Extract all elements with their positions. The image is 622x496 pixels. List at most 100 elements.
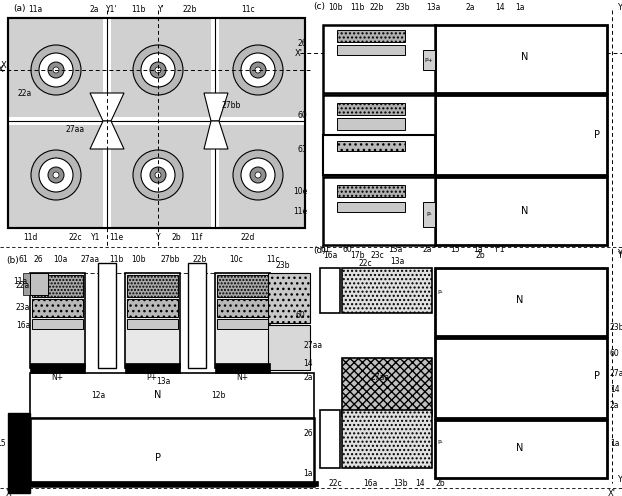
- Text: 1a: 1a: [515, 2, 525, 11]
- Bar: [30, 273, 85, 368]
- Text: (c): (c): [313, 2, 325, 11]
- Bar: [103, 18, 111, 228]
- Text: 27aa: 27aa: [80, 255, 100, 264]
- Text: N: N: [521, 52, 529, 62]
- Circle shape: [233, 45, 283, 95]
- Text: 2a: 2a: [303, 373, 312, 382]
- Text: 1a: 1a: [304, 469, 313, 478]
- Bar: [217, 299, 268, 317]
- Text: 22a: 22a: [16, 281, 30, 290]
- Text: 23a: 23a: [16, 304, 30, 312]
- Text: 23b: 23b: [610, 323, 622, 332]
- Bar: [30, 418, 314, 486]
- Text: 11f: 11f: [190, 234, 202, 243]
- Text: P-: P-: [437, 440, 443, 445]
- Bar: [337, 202, 405, 212]
- Text: 11a: 11a: [13, 276, 27, 286]
- Bar: [32, 275, 83, 297]
- Bar: [30, 273, 48, 295]
- Text: 11b: 11b: [131, 4, 145, 13]
- Bar: [217, 319, 268, 329]
- Text: 23c: 23c: [370, 250, 384, 259]
- Text: 11e: 11e: [293, 207, 307, 216]
- Text: 27bb: 27bb: [160, 255, 180, 264]
- Text: 2a: 2a: [465, 2, 475, 11]
- Text: 60: 60: [610, 349, 620, 358]
- Polygon shape: [90, 121, 124, 149]
- Text: N: N: [516, 443, 524, 453]
- Text: P-: P-: [426, 211, 432, 216]
- Text: 2b: 2b: [171, 234, 181, 243]
- Text: Y1': Y1': [106, 4, 118, 13]
- Text: 22b: 22b: [370, 2, 384, 11]
- Bar: [323, 135, 435, 175]
- Text: 10c: 10c: [229, 255, 243, 264]
- Bar: [125, 273, 180, 368]
- Bar: [337, 45, 405, 55]
- Text: Y'1: Y'1: [617, 248, 622, 257]
- Bar: [268, 325, 310, 370]
- Circle shape: [141, 53, 175, 87]
- Text: 14: 14: [495, 2, 505, 11]
- Text: 26: 26: [297, 39, 307, 48]
- Text: (d): (d): [313, 246, 326, 254]
- Circle shape: [155, 172, 161, 178]
- Polygon shape: [90, 93, 124, 121]
- Bar: [337, 118, 405, 130]
- Text: 60: 60: [342, 246, 352, 254]
- Circle shape: [133, 150, 183, 200]
- Text: 1a: 1a: [473, 246, 483, 254]
- Bar: [8, 413, 30, 493]
- Text: 13a: 13a: [426, 2, 440, 11]
- Bar: [127, 299, 178, 317]
- Bar: [435, 338, 607, 418]
- Circle shape: [155, 67, 161, 73]
- Bar: [217, 275, 268, 297]
- Bar: [342, 268, 432, 313]
- Text: N+: N+: [236, 373, 248, 382]
- Text: 11d: 11d: [23, 234, 37, 243]
- Text: 16a: 16a: [323, 250, 337, 259]
- Bar: [423, 202, 435, 227]
- Bar: [268, 273, 310, 323]
- Text: P: P: [155, 453, 161, 463]
- Text: 2a: 2a: [610, 401, 620, 411]
- Text: X': X': [295, 49, 303, 58]
- Text: P+: P+: [425, 58, 434, 62]
- Text: X: X: [1, 61, 7, 69]
- Text: N: N: [521, 206, 529, 216]
- Text: 2a: 2a: [422, 246, 432, 254]
- Text: 27aa: 27aa: [66, 124, 85, 133]
- Bar: [215, 363, 270, 373]
- Bar: [127, 275, 178, 297]
- Text: 27aa: 27aa: [371, 373, 389, 382]
- Text: 10e: 10e: [293, 187, 307, 196]
- Text: 13b: 13b: [392, 479, 407, 488]
- Bar: [435, 420, 607, 478]
- Bar: [32, 299, 83, 317]
- Text: 17b: 17b: [350, 250, 364, 259]
- Text: X: X: [0, 65, 3, 74]
- Text: 27bb: 27bb: [221, 102, 240, 111]
- Circle shape: [241, 53, 275, 87]
- Polygon shape: [204, 93, 228, 121]
- Text: N: N: [516, 295, 524, 305]
- Text: Y1: Y1: [91, 234, 101, 243]
- Text: 11b: 11b: [109, 255, 123, 264]
- Text: 11c: 11c: [266, 255, 280, 264]
- Text: (a): (a): [13, 4, 26, 13]
- Text: 2a: 2a: [89, 4, 99, 13]
- Text: 11a: 11a: [28, 4, 42, 13]
- Text: 22b: 22b: [183, 4, 197, 13]
- Text: 27aa: 27aa: [610, 369, 622, 377]
- Circle shape: [255, 172, 261, 178]
- Text: 1a: 1a: [610, 438, 620, 447]
- Text: P: P: [594, 371, 600, 381]
- Bar: [323, 25, 435, 93]
- Text: Y': Y': [157, 4, 164, 13]
- Text: N: N: [154, 390, 162, 400]
- Bar: [435, 95, 607, 175]
- Bar: [127, 319, 178, 329]
- Text: 10b: 10b: [131, 255, 146, 264]
- Text: 12b: 12b: [211, 390, 225, 399]
